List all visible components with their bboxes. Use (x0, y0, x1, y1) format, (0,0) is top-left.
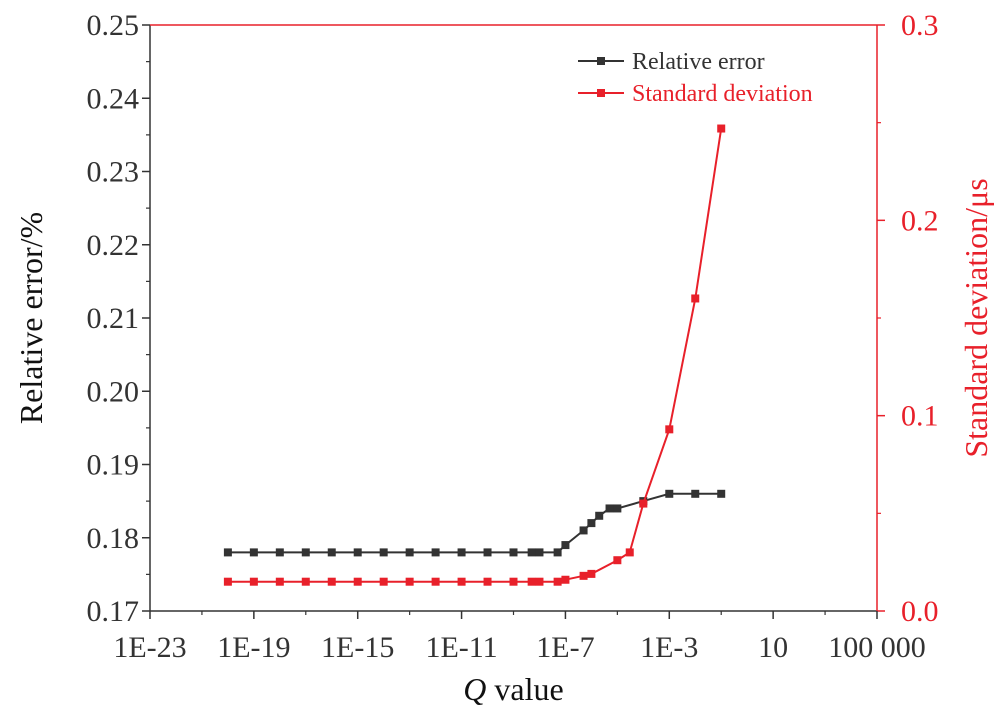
data-point (509, 577, 518, 586)
data-point (353, 577, 362, 586)
data-point (625, 548, 634, 557)
legend: Relative error Standard deviation (578, 49, 813, 107)
y-left-tick-label: 0.20 (87, 375, 140, 408)
data-point (405, 548, 414, 557)
data-point (509, 548, 518, 557)
y-right-tick-label: 0.3 (901, 9, 939, 42)
x-tick-label: 1E-23 (113, 631, 186, 664)
y-right-tick-label: 0.0 (901, 595, 939, 628)
series-relative-error (223, 489, 726, 557)
data-point (483, 548, 492, 557)
data-point (595, 511, 604, 520)
y-left-tick-label: 0.25 (87, 9, 140, 42)
data-point (301, 548, 310, 557)
data-point (223, 577, 232, 586)
data-point (327, 577, 336, 586)
x-axis-title-text: value (486, 671, 563, 707)
data-point (553, 548, 562, 557)
y-left-tick-label: 0.19 (87, 449, 140, 482)
data-point (691, 294, 700, 303)
data-point (457, 548, 466, 557)
x-tick-label: 1E-3 (640, 631, 698, 664)
data-point (579, 571, 588, 580)
data-point (431, 548, 440, 557)
legend-swatch-marker (597, 57, 605, 65)
legend-label: Relative error (632, 49, 765, 75)
legend-item: Standard deviation (578, 81, 813, 107)
x-axis-title: Q value (463, 671, 563, 707)
y-left-tick-label: 0.22 (87, 229, 140, 262)
y-left-tick-label: 0.21 (87, 302, 140, 335)
data-point (561, 541, 570, 550)
y-left-tick-label: 0.18 (87, 522, 140, 555)
data-point (535, 577, 544, 586)
data-point (223, 548, 232, 557)
data-point (561, 575, 570, 584)
data-point (587, 519, 596, 528)
data-point (249, 577, 258, 586)
x-tick-label: 1E-19 (217, 631, 290, 664)
x-tick-label: 100 000 (828, 631, 926, 664)
x-tick-label: 10 (758, 631, 788, 664)
series-line (227, 128, 723, 583)
data-point (691, 489, 700, 498)
data-point (379, 548, 388, 557)
data-point (605, 504, 614, 513)
data-point (535, 548, 544, 557)
data-point (249, 548, 258, 557)
y-left-tick-label: 0.17 (87, 595, 140, 628)
x-axis-title-symbol: Q (463, 671, 486, 707)
series-layer (223, 124, 726, 586)
x-tick-label: 1E-7 (536, 631, 594, 664)
data-point (275, 577, 284, 586)
data-point (353, 548, 362, 557)
data-point (275, 548, 284, 557)
data-point (405, 577, 414, 586)
data-point (665, 489, 674, 498)
data-point (639, 499, 648, 508)
data-point (579, 526, 588, 535)
data-point (527, 577, 536, 586)
data-point (301, 577, 310, 586)
data-point (613, 504, 622, 513)
y-right-tick-label: 0.1 (901, 400, 939, 433)
y-left-tick-label: 0.24 (87, 82, 140, 115)
y-left-axis-title: Relative error/% (13, 212, 49, 424)
x-tick-label: 1E-11 (425, 631, 497, 664)
x-tick-label: 1E-15 (321, 631, 394, 664)
axes: 0.17 0.18 0.19 0.20 0.21 0.22 0.23 0.24 0.25 0.0 0… (87, 9, 939, 664)
legend-swatch-marker (597, 89, 605, 97)
data-point (457, 577, 466, 586)
data-point (613, 556, 622, 565)
axis-titles: Q value Relative error/% Standard deviatio… (13, 178, 994, 707)
y-right-tick-label: 0.2 (901, 204, 939, 237)
y-left-tick-label: 0.23 (87, 156, 140, 189)
data-point (431, 577, 440, 586)
data-point (717, 489, 726, 498)
legend-item: Relative error (578, 49, 765, 75)
data-point (717, 124, 726, 133)
data-point (527, 548, 536, 557)
data-point (327, 548, 336, 557)
data-point (553, 577, 562, 586)
data-point (483, 577, 492, 586)
series-standard-deviation (223, 124, 726, 586)
data-point (587, 569, 596, 578)
data-point (665, 425, 674, 434)
y-right-axis-title: Standard deviation/μs (958, 178, 994, 457)
data-point (379, 577, 388, 586)
legend-label: Standard deviation (632, 81, 813, 107)
